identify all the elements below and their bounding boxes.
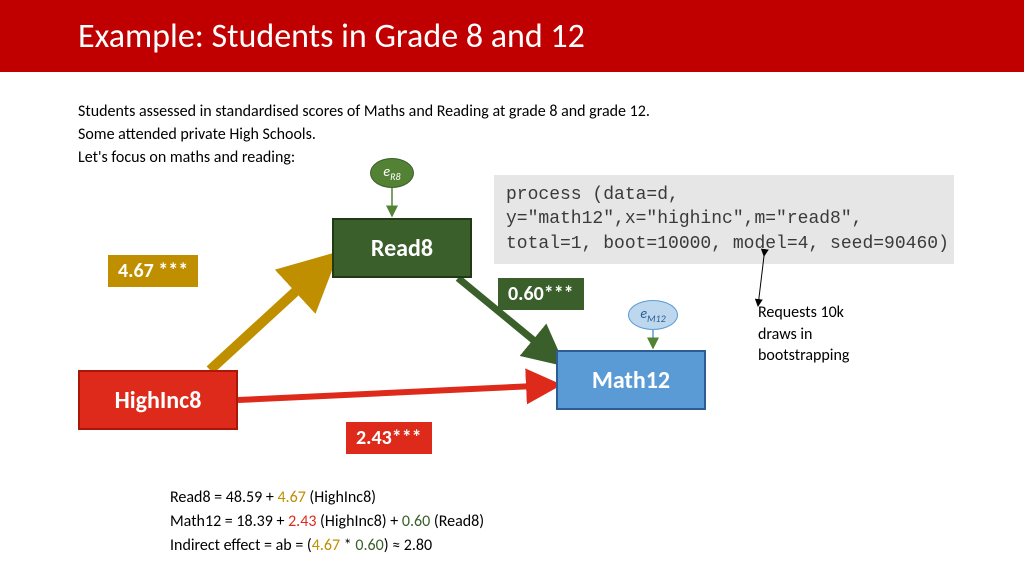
coef-text: 4.67 *** (118, 259, 188, 283)
coef-a-label: 4.67 *** (108, 255, 198, 287)
annotation-text: Requests 10k draws in bootstrapping (758, 302, 849, 367)
code-text: process (data=d, y="math12",x="highinc",… (506, 185, 949, 254)
coef-c-label: 2.43*** (346, 422, 432, 454)
node-label: Read8 (371, 234, 433, 263)
node-math12: Math12 (556, 350, 706, 410)
node-label: Math12 (592, 366, 670, 395)
equations-block: Read8 = 48.59 + 4.67 (HighInc8) Math12 =… (170, 486, 484, 558)
annotation-line: Requests 10k (758, 302, 849, 324)
coef-b-label: 0.60*** (498, 278, 584, 310)
equation-line: Read8 = 48.59 + 4.67 (HighInc8) (170, 486, 484, 510)
intro-line: Students assessed in standardised scores… (78, 100, 650, 123)
intro-line: Let's focus on maths and reading: (78, 146, 650, 169)
annotation-line: bootstrapping (758, 345, 849, 367)
node-highinc8: HighInc8 (78, 370, 238, 430)
error-term-r8: eR8 (370, 158, 414, 188)
error-term-m12: eM12 (628, 300, 678, 330)
edge-highinc-math12 (238, 385, 556, 400)
node-label: HighInc8 (115, 386, 202, 415)
error-label: eM12 (640, 305, 665, 325)
annotation-line: draws in (758, 324, 849, 346)
error-label: eR8 (383, 163, 400, 183)
edge-highinc-read8 (210, 258, 332, 370)
intro-line: Some attended private High Schools. (78, 123, 650, 146)
coef-text: 0.60*** (508, 282, 574, 306)
equation-line: Indirect effect = ab = (4.67 * 0.60) ≈ 2… (170, 534, 484, 558)
title-bar: Example: Students in Grade 8 and 12 (0, 0, 1024, 72)
slide-title: Example: Students in Grade 8 and 12 (78, 16, 585, 57)
intro-text: Students assessed in standardised scores… (78, 100, 650, 170)
coef-text: 2.43*** (356, 426, 422, 450)
equation-line: Math12 = 18.39 + 2.43 (HighInc8) + 0.60 … (170, 510, 484, 534)
node-read8: Read8 (332, 218, 472, 278)
code-block: process (data=d, y="math12",x="highinc",… (494, 175, 954, 264)
